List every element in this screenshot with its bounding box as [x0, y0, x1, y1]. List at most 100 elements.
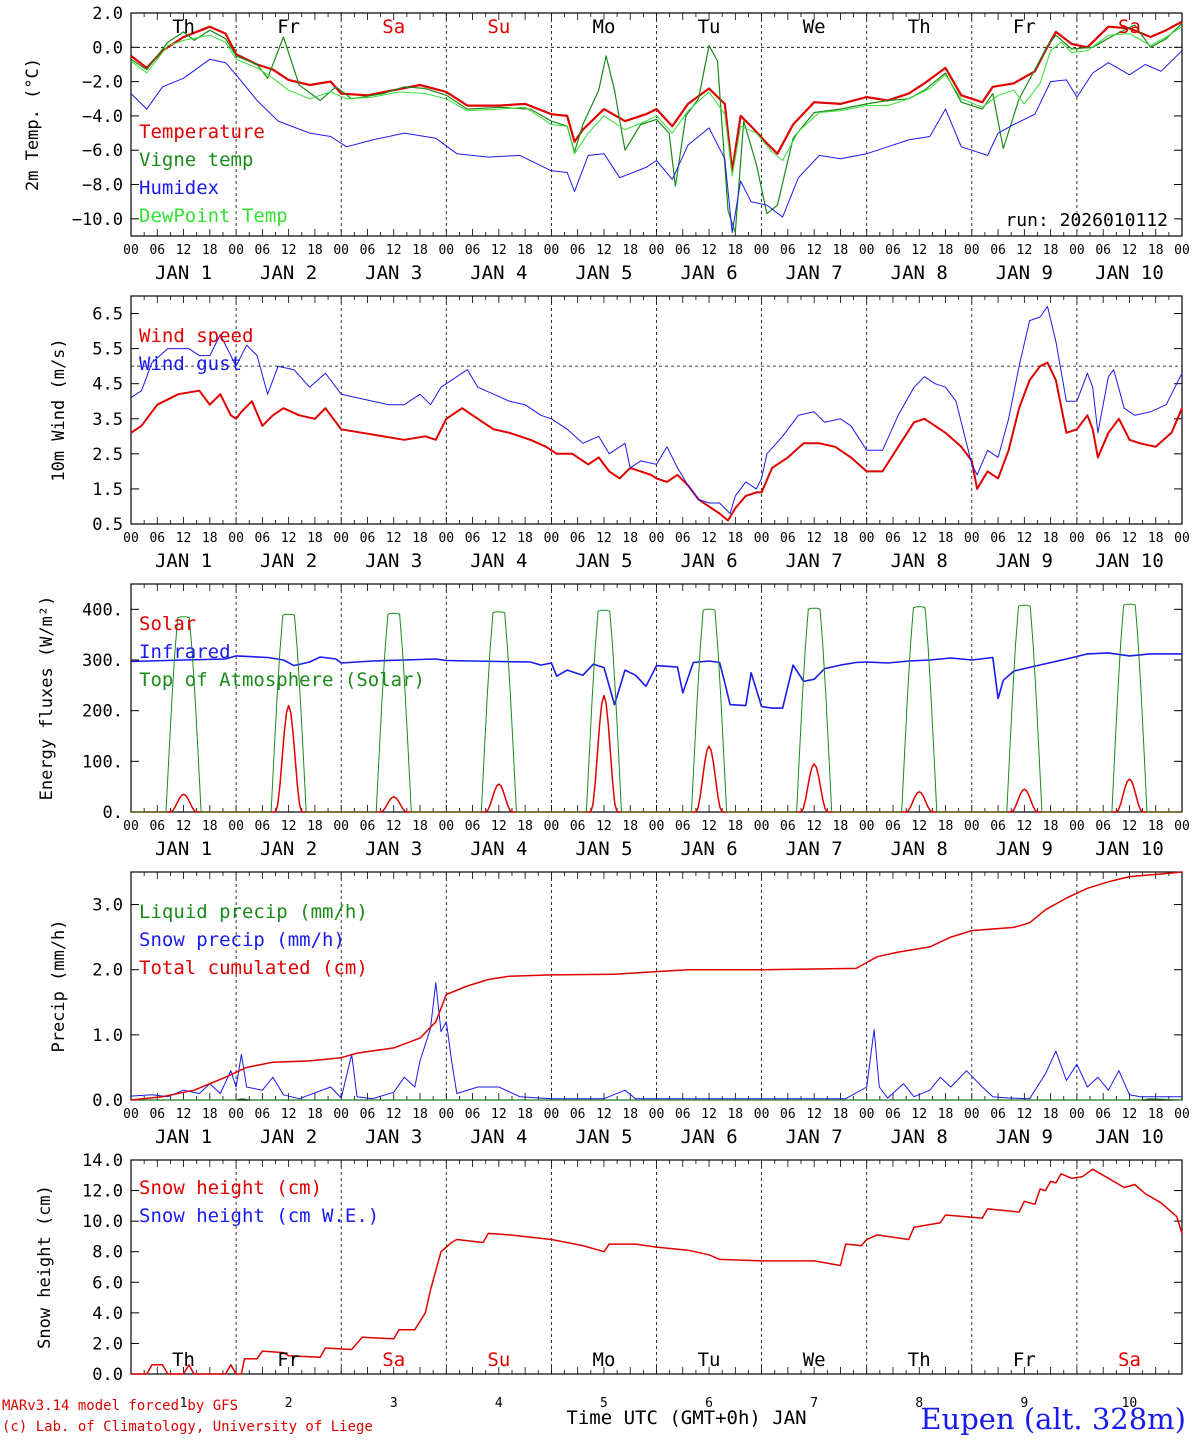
hour-tick-label: 12 — [1017, 819, 1033, 834]
date-label: JAN 4 — [470, 262, 527, 284]
hour-tick-label: 12 — [806, 819, 822, 834]
hour-tick-label: 06 — [780, 531, 796, 546]
legend-entry: Infrared — [139, 641, 231, 663]
day-number-label: 5 — [600, 1396, 608, 1411]
hour-tick-label: 00 — [544, 531, 560, 546]
hour-tick-label: 18 — [833, 1107, 849, 1122]
legend-entry: Temperature — [139, 121, 265, 143]
hour-tick-label: 06 — [149, 243, 165, 258]
hour-tick-label: 12 — [911, 243, 927, 258]
weekday-label: Sa — [382, 16, 405, 38]
series-line-dewpoint-temp — [130, 26, 1183, 177]
hour-tick-label: 12 — [1017, 1107, 1033, 1122]
date-label: JAN 8 — [891, 838, 948, 860]
hour-tick-label: 18 — [622, 819, 638, 834]
y-tick-label: 2.0 — [92, 961, 123, 981]
hour-tick-label: 12 — [281, 531, 297, 546]
weekday-label: Fr — [1013, 1349, 1036, 1371]
hour-tick-label: 06 — [885, 1107, 901, 1122]
legend-entry: Liquid precip (mm/h) — [139, 901, 368, 923]
y-tick-label: −10.0 — [72, 210, 123, 230]
hour-tick-label: 18 — [622, 243, 638, 258]
hour-tick-label: 18 — [1043, 243, 1059, 258]
hour-tick-label: 00 — [438, 531, 454, 546]
hour-tick-label: 12 — [1122, 531, 1138, 546]
hour-tick-label: 18 — [517, 243, 533, 258]
hour-tick-label: 06 — [149, 1107, 165, 1122]
legend-entry: Snow height (cm W.E.) — [139, 1205, 379, 1227]
legend-entry: DewPoint Temp — [139, 205, 288, 227]
hour-tick-label: 00 — [228, 1107, 244, 1122]
panel-wind — [130, 295, 1183, 525]
hour-tick-label: 06 — [1095, 243, 1111, 258]
hour-tick-label: 06 — [675, 243, 691, 258]
y-axis-label: 2m Temp. (°C) — [23, 58, 43, 191]
day-number-label: 9 — [1020, 1396, 1028, 1411]
hour-tick-label: 18 — [938, 819, 954, 834]
y-tick-label: 2.0 — [92, 1334, 123, 1354]
hour-tick-label: 18 — [622, 531, 638, 546]
hour-tick-label: 06 — [1095, 1107, 1111, 1122]
y-tick-label: 12.0 — [82, 1182, 123, 1202]
hour-tick-label: 18 — [412, 243, 428, 258]
weekday-label: Sa — [382, 1349, 405, 1371]
series-line-infrared — [130, 652, 1182, 709]
day-number-label: 8 — [915, 1396, 923, 1411]
y-tick-label: 2.0 — [92, 4, 123, 24]
date-label: JAN 8 — [891, 1126, 948, 1148]
hour-tick-label: 12 — [281, 1107, 297, 1122]
hour-tick-label: 06 — [149, 531, 165, 546]
panel-precip — [130, 871, 1183, 1101]
weekday-label: Fr — [277, 1349, 300, 1371]
weekday-label: Th — [172, 1349, 195, 1371]
y-axis-label: Energy fluxes (W/m²) — [37, 596, 57, 801]
hour-tick-label: 00 — [1069, 1107, 1085, 1122]
hour-tick-label: 12 — [386, 819, 402, 834]
hour-tick-label: 06 — [990, 531, 1006, 546]
series-line-total-cumulated-cm- — [130, 871, 1183, 1101]
hour-tick-label: 12 — [176, 819, 192, 834]
day-number-label: 10 — [1122, 1396, 1138, 1411]
hour-tick-label: 12 — [491, 531, 507, 546]
hour-tick-label: 18 — [727, 243, 743, 258]
day-number-label: 3 — [390, 1396, 398, 1411]
hour-tick-label: 12 — [596, 243, 612, 258]
date-label: JAN 10 — [1095, 550, 1164, 572]
series-line-temperature — [130, 20, 1183, 172]
hour-tick-label: 06 — [1095, 531, 1111, 546]
date-label: JAN 7 — [786, 550, 843, 572]
day-number-label: 6 — [705, 1396, 713, 1411]
hour-tick-label: 12 — [596, 1107, 612, 1122]
hour-tick-label: 00 — [333, 531, 349, 546]
hour-tick-label: 06 — [885, 531, 901, 546]
panel-frame — [130, 12, 1183, 237]
hour-tick-label: 12 — [176, 1107, 192, 1122]
legend-entry: Humidex — [139, 177, 219, 199]
hour-tick-label: 00 — [1069, 243, 1085, 258]
hour-tick-label: 00 — [649, 1107, 665, 1122]
hour-tick-label: 06 — [255, 819, 271, 834]
panel-temp — [130, 12, 1183, 237]
y-tick-label: 8.0 — [92, 1243, 123, 1263]
weekday-label: Tu — [698, 1349, 721, 1371]
y-tick-label: 3.0 — [92, 896, 123, 916]
date-label: JAN 5 — [575, 1126, 632, 1148]
hour-tick-label: 00 — [1174, 819, 1190, 834]
date-label: JAN 3 — [365, 262, 422, 284]
hour-tick-label: 12 — [491, 243, 507, 258]
hour-tick-label: 18 — [938, 531, 954, 546]
panel-snow — [130, 1159, 1183, 1375]
hour-tick-label: 12 — [176, 243, 192, 258]
hour-tick-label: 18 — [517, 1107, 533, 1122]
hour-tick-label: 00 — [859, 1107, 875, 1122]
hour-tick-label: 00 — [228, 531, 244, 546]
day-number-label: 2 — [285, 1396, 293, 1411]
hour-tick-label: 00 — [649, 531, 665, 546]
hour-tick-label: 06 — [465, 243, 481, 258]
weekday-label: Mo — [593, 1349, 616, 1371]
hour-tick-label: 12 — [1122, 243, 1138, 258]
date-label: JAN 6 — [680, 838, 737, 860]
hour-tick-label: 18 — [727, 819, 743, 834]
hour-tick-label: 00 — [438, 1107, 454, 1122]
